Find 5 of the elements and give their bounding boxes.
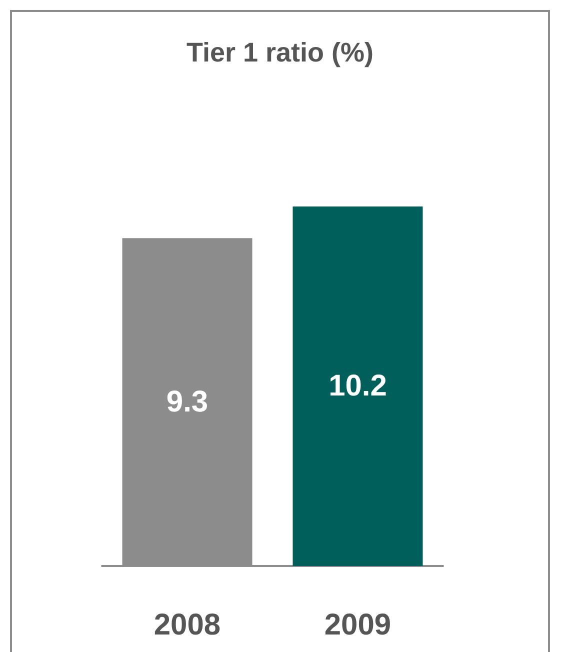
- data-label: 10.2: [328, 370, 387, 403]
- data-label: 9.3: [166, 386, 208, 419]
- x-tick-label: 2008: [154, 608, 221, 642]
- chart-title: Tier 1 ratio (%): [186, 38, 374, 68]
- x-tick-label: 2009: [324, 608, 392, 642]
